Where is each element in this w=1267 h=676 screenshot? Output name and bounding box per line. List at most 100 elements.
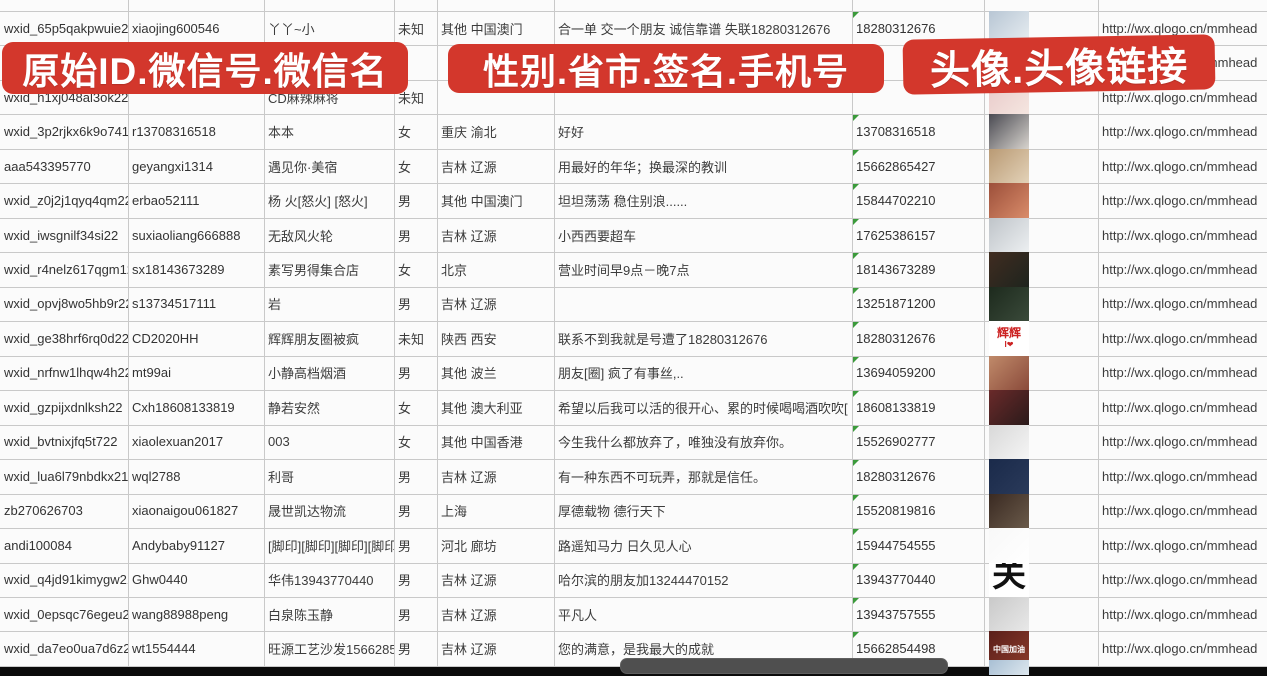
avatar-image[interactable]: [989, 148, 1029, 184]
cell-avatar[interactable]: [984, 528, 1098, 563]
cell-signature[interactable]: 路遥知马力 日久见人心: [554, 528, 852, 562]
avatar-image[interactable]: [989, 493, 1029, 529]
cell-province-city[interactable]: 吉林 辽源: [437, 459, 554, 493]
cell-signature[interactable]: 厚德载物 德行天下: [554, 494, 852, 528]
cell-avatar-link[interactable]: http://wx.qlogo.cn/mmhead: [1098, 631, 1267, 665]
cell-wechat-id[interactable]: wt1554444: [128, 631, 264, 665]
cell-province-city[interactable]: 吉林 辽源: [437, 597, 554, 631]
cell-gender[interactable]: 男: [394, 218, 437, 252]
avatar-image[interactable]: [989, 286, 1029, 322]
cell-province-city[interactable]: 北京: [437, 252, 554, 286]
cell-wechat-name[interactable]: 晟世凯达物流: [264, 494, 394, 528]
cell-province-city[interactable]: 其他 中国香港: [437, 425, 554, 459]
cell-wechat-name[interactable]: 杨 火[怒火] [怒火]: [264, 183, 394, 217]
cell-avatar[interactable]: [984, 493, 1098, 529]
cell-avatar-link[interactable]: http://wx.qlogo.cn/mmhead: [1098, 494, 1267, 528]
cell-wxid[interactable]: wxid_opvj8wo5hb9r22: [0, 287, 128, 321]
avatar-image[interactable]: 辉辉 I❤: [989, 321, 1029, 356]
cell-phone[interactable]: 13943757555: [852, 597, 984, 631]
cell-signature[interactable]: 有一种东西不可玩弄，那就是信任。: [554, 459, 852, 493]
cell-province-city[interactable]: 河北 廊坊: [437, 528, 554, 562]
cell-avatar[interactable]: [984, 459, 1098, 494]
avatar-image[interactable]: [989, 114, 1029, 149]
cell-signature[interactable]: 您的满意，是我最大的成就: [554, 631, 852, 665]
cell-province-city[interactable]: 其他 澳大利亚: [437, 390, 554, 424]
cell-wxid[interactable]: wxid_z0j2j1qyq4qm22: [0, 183, 128, 217]
cell-avatar[interactable]: [984, 148, 1098, 184]
cell-avatar[interactable]: [984, 252, 1098, 287]
cell-avatar-link[interactable]: http://wx.qlogo.cn/mmhead: [1098, 563, 1267, 597]
cell-signature[interactable]: 希望以后我可以活的很开心、累的时候喝喝酒吹吹[: [554, 390, 852, 424]
cell-avatar-link[interactable]: http://wx.qlogo.cn/mmhead: [1098, 287, 1267, 321]
cell-signature[interactable]: 合一单 交一个朋友 诚信靠谱 失联18280312676: [554, 11, 852, 45]
cell-gender[interactable]: 女: [394, 390, 437, 424]
cell-avatar-link[interactable]: http://wx.qlogo.cn/mmhead: [1098, 597, 1267, 631]
cell-avatar-link[interactable]: http://wx.qlogo.cn/mmhead: [1098, 114, 1267, 148]
cell-wechat-id[interactable]: erbao52111: [128, 183, 264, 217]
avatar-image[interactable]: [989, 528, 1029, 563]
cell-avatar-link[interactable]: http://wx.qlogo.cn/mmhead: [1098, 80, 1267, 114]
cell-gender[interactable]: 女: [394, 114, 437, 148]
cell-phone[interactable]: 18143673289: [852, 252, 984, 286]
cell-signature[interactable]: 营业时间早9点－晚7点: [554, 252, 852, 286]
cell-wechat-name[interactable]: 无敌风火轮: [264, 218, 394, 252]
cell-avatar-link[interactable]: http://wx.qlogo.cn/mmhead: [1098, 218, 1267, 252]
cell-gender[interactable]: 男: [394, 459, 437, 493]
cell-avatar-link[interactable]: http://wx.qlogo.cn/mmhead: [1098, 183, 1267, 217]
cell-gender[interactable]: 男: [394, 631, 437, 665]
cell-province-city[interactable]: 吉林 辽源: [437, 149, 554, 183]
cell-phone[interactable]: 13708316518: [852, 114, 984, 148]
cell-wxid[interactable]: wxid_r4nelz617qgm12: [0, 252, 128, 286]
cell-wechat-name[interactable]: 丫丫~小: [264, 11, 394, 45]
cell-signature[interactable]: 联系不到我就是号遭了18280312676: [554, 321, 852, 355]
cell-province-city[interactable]: 吉林 辽源: [437, 287, 554, 321]
avatar-image[interactable]: [989, 183, 1029, 218]
cell-signature[interactable]: [554, 287, 852, 321]
cell-avatar[interactable]: 关: [984, 562, 1098, 597]
cell-gender[interactable]: 未知: [394, 11, 437, 45]
cell-wechat-name[interactable]: 003: [264, 425, 394, 459]
cell-signature[interactable]: 好好: [554, 114, 852, 148]
cell-wechat-name[interactable]: 辉辉朋友圈被疯: [264, 321, 394, 355]
cell-avatar[interactable]: [984, 286, 1098, 322]
cell-phone[interactable]: 18280312676: [852, 321, 984, 355]
cell-wechat-name[interactable]: 旺源工艺沙发15662854: [264, 631, 394, 665]
cell-signature[interactable]: 朋友[圈] 疯了有事丝,..: [554, 356, 852, 390]
cell-avatar-link[interactable]: http://wx.qlogo.cn/mmhead: [1098, 321, 1267, 355]
cell-phone[interactable]: 13694059200: [852, 356, 984, 390]
cell-wxid[interactable]: wxid_gzpijxdnlksh22: [0, 390, 128, 424]
cell-wxid[interactable]: wxid_lua6l79nbdkx21: [0, 459, 128, 493]
cell-wechat-name[interactable]: 利哥: [264, 459, 394, 493]
cell-wechat-id[interactable]: sx18143673289: [128, 252, 264, 286]
cell-gender[interactable]: 男: [394, 287, 437, 321]
cell-wxid[interactable]: wxid_bvtnixjfq5t722: [0, 425, 128, 459]
cell-phone[interactable]: 13251871200: [852, 287, 984, 321]
cell-province-city[interactable]: 吉林 辽源: [437, 563, 554, 597]
cell-province-city[interactable]: 陕西 西安: [437, 321, 554, 355]
cell-avatar-link[interactable]: http://wx.qlogo.cn/mmhead: [1098, 11, 1267, 45]
cell-wxid[interactable]: wxid_ge38hrf6rq0d22: [0, 321, 128, 355]
avatar-image[interactable]: [989, 424, 1029, 460]
cell-avatar[interactable]: [984, 424, 1098, 460]
cell-wechat-id[interactable]: CD2020HH: [128, 321, 264, 355]
cell-gender[interactable]: 男: [394, 597, 437, 631]
cell-phone[interactable]: 15662854498: [852, 631, 984, 665]
cell-phone[interactable]: 15526902777: [852, 425, 984, 459]
cell-gender[interactable]: 女: [394, 252, 437, 286]
cell-wxid[interactable]: wxid_da7eo0ua7d6z22: [0, 631, 128, 665]
cell-signature[interactable]: 今生我什么都放弃了，唯独没有放弃你。: [554, 425, 852, 459]
cell-wechat-id[interactable]: xiaojing600546: [128, 11, 264, 45]
cell-gender[interactable]: 男: [394, 183, 437, 217]
cell-gender[interactable]: 男: [394, 494, 437, 528]
cell-province-city[interactable]: 其他 中国澳门: [437, 11, 554, 45]
cell-wxid[interactable]: wxid_iwsgnilf34si22: [0, 218, 128, 252]
cell-gender[interactable]: 未知: [394, 321, 437, 355]
cell-avatar[interactable]: [984, 114, 1098, 149]
avatar-image[interactable]: [989, 596, 1029, 632]
cell-wechat-name[interactable]: 静若安然: [264, 390, 394, 424]
cell-phone[interactable]: 18608133819: [852, 390, 984, 424]
cell-avatar-link[interactable]: http://wx.qlogo.cn/mmhead: [1098, 252, 1267, 286]
cell-wechat-name[interactable]: [脚印][脚印][脚印][脚印: [264, 528, 394, 562]
cell-gender[interactable]: 男: [394, 563, 437, 597]
cell-gender[interactable]: 女: [394, 425, 437, 459]
